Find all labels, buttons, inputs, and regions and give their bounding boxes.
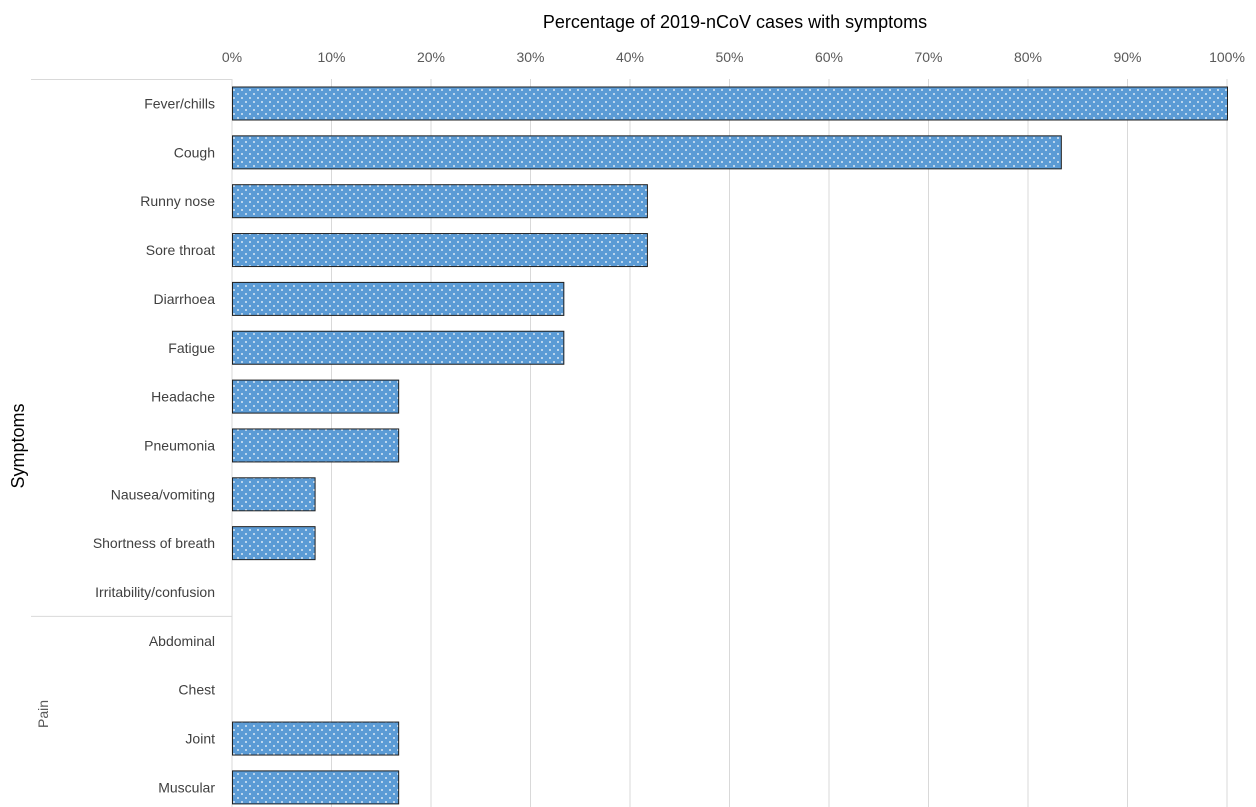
- x-tick-label: 100%: [1209, 49, 1245, 65]
- category-label: Abdominal: [149, 633, 215, 649]
- x-tick-label: 10%: [317, 49, 345, 65]
- bar-nausea-vomiting: [232, 477, 316, 512]
- x-tick-label: 90%: [1113, 49, 1141, 65]
- category-labels: Fever/chills Cough Runny nose Sore throat Di…: [93, 96, 216, 796]
- category-label: Sore throat: [146, 242, 215, 258]
- category-label: Irritability/confusion: [95, 584, 215, 600]
- x-tick-label: 30%: [516, 49, 544, 65]
- x-tick-label: 0%: [222, 49, 242, 65]
- bar-runny-nose: [232, 184, 648, 219]
- bar-headache: [232, 379, 400, 414]
- y-axis-title: Symptoms: [8, 403, 28, 488]
- category-label: Diarrhoea: [154, 291, 216, 307]
- chart-title: Percentage of 2019-nCoV cases with sympt…: [543, 12, 927, 32]
- bar-diarrhoea: [232, 281, 565, 316]
- category-label: Chest: [178, 682, 215, 698]
- bar-muscular: [232, 770, 400, 805]
- category-label: Nausea/vomiting: [111, 486, 215, 502]
- category-label: Cough: [174, 144, 215, 160]
- bar-sore-throat: [232, 233, 648, 268]
- category-label: Fever/chills: [144, 96, 215, 112]
- category-label: Joint: [185, 731, 215, 747]
- category-label: Shortness of breath: [93, 535, 215, 551]
- bar-joint: [232, 721, 400, 756]
- x-tick-label: 60%: [815, 49, 843, 65]
- x-tick-label: 80%: [1014, 49, 1042, 65]
- bar-pneumonia: [232, 428, 400, 463]
- category-label: Pneumonia: [144, 437, 215, 453]
- category-label: Runny nose: [140, 193, 215, 209]
- x-tick-label: 20%: [417, 49, 445, 65]
- x-tick-label: 50%: [715, 49, 743, 65]
- category-label: Headache: [151, 389, 215, 405]
- bar-cough: [232, 135, 1062, 170]
- x-tick-label: 40%: [616, 49, 644, 65]
- bar-fever-chills: [232, 86, 1228, 121]
- x-axis-ticks: 0% 10% 20% 30% 40% 50% 60% 70% 80% 90% 100%: [222, 49, 1245, 65]
- category-label: Muscular: [158, 779, 215, 795]
- bar-shortness-of-breath: [232, 526, 316, 561]
- pain-group-label: Pain: [35, 700, 51, 728]
- category-label: Fatigue: [168, 340, 215, 356]
- x-tick-label: 70%: [914, 49, 942, 65]
- bar-fatigue: [232, 330, 565, 365]
- category-group-brackets: [31, 79, 232, 617]
- bars: [232, 86, 1228, 805]
